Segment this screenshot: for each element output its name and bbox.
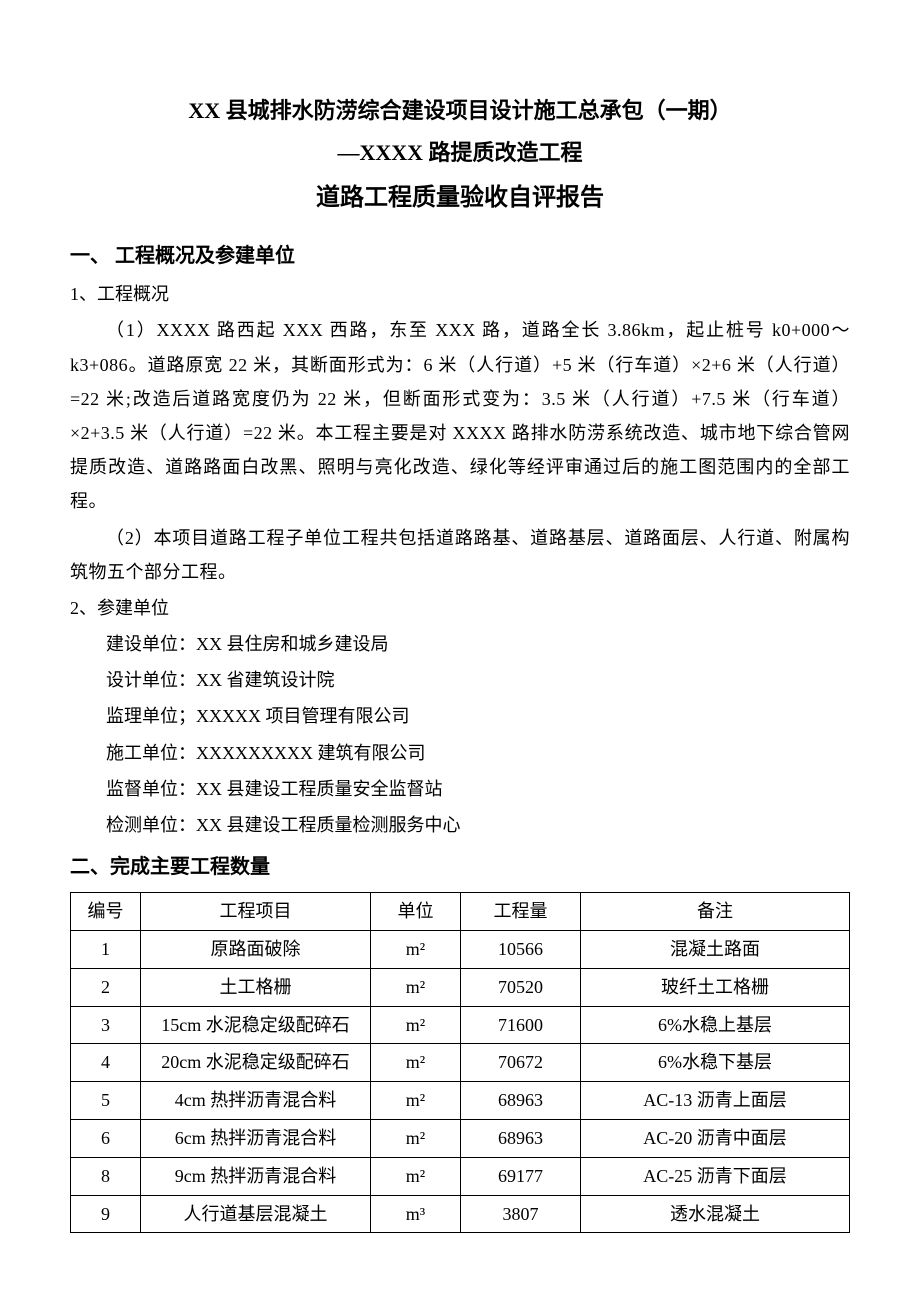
unit-construct: 施工单位：XXXXXXXXX 建筑有限公司 — [70, 736, 850, 770]
col-header-item: 工程项目 — [141, 893, 371, 931]
table-row: 1原路面破除m²10566混凝土路面 — [71, 930, 850, 968]
table-cell: 15cm 水泥稳定级配碎石 — [141, 1006, 371, 1044]
table-row: 9人行道基层混凝土m³3807透水混凝土 — [71, 1195, 850, 1233]
table-cell: AC-13 沥青上面层 — [581, 1082, 850, 1120]
table-row: 54cm 热拌沥青混合料m²68963AC-13 沥青上面层 — [71, 1082, 850, 1120]
table-row: 315cm 水泥稳定级配碎石m²716006%水稳上基层 — [71, 1006, 850, 1044]
table-row: 2土工格栅m²70520玻纤土工格栅 — [71, 968, 850, 1006]
table-cell: 6cm 热拌沥青混合料 — [141, 1119, 371, 1157]
unit-oversee: 监督单位：XX 县建设工程质量安全监督站 — [70, 772, 850, 806]
paragraph-1: （1）XXXX 路西起 XXX 西路，东至 XXX 路，道路全长 3.86km，… — [70, 313, 850, 518]
table-cell: 6%水稳下基层 — [581, 1044, 850, 1082]
section-1-heading: 一、 工程概况及参建单位 — [70, 237, 850, 275]
table-cell: 人行道基层混凝土 — [141, 1195, 371, 1233]
table-cell: AC-20 沥青中面层 — [581, 1119, 850, 1157]
table-cell: 6 — [71, 1119, 141, 1157]
table-cell: m² — [371, 930, 461, 968]
table-row: 89cm 热拌沥青混合料m²69177AC-25 沥青下面层 — [71, 1157, 850, 1195]
table-cell: 70672 — [461, 1044, 581, 1082]
table-cell: 3807 — [461, 1195, 581, 1233]
table-row: 66cm 热拌沥青混合料m²68963AC-20 沥青中面层 — [71, 1119, 850, 1157]
table-cell: 混凝土路面 — [581, 930, 850, 968]
overview-label: 1、工程概况 — [70, 277, 850, 311]
table-cell: 10566 — [461, 930, 581, 968]
table-cell: 原路面破除 — [141, 930, 371, 968]
table-cell: 4cm 热拌沥青混合料 — [141, 1082, 371, 1120]
quantities-table: 编号 工程项目 单位 工程量 备注 1原路面破除m²10566混凝土路面2土工格… — [70, 892, 850, 1233]
section-2-heading: 二、完成主要工程数量 — [70, 848, 850, 886]
col-header-qty: 工程量 — [461, 893, 581, 931]
table-cell: 6%水稳上基层 — [581, 1006, 850, 1044]
table-cell: 8 — [71, 1157, 141, 1195]
table-body: 1原路面破除m²10566混凝土路面2土工格栅m²70520玻纤土工格栅315c… — [71, 930, 850, 1232]
table-cell: 9cm 热拌沥青混合料 — [141, 1157, 371, 1195]
table-cell: m² — [371, 1157, 461, 1195]
table-cell: m² — [371, 1044, 461, 1082]
table-cell: m² — [371, 1082, 461, 1120]
table-cell: 69177 — [461, 1157, 581, 1195]
table-cell: 9 — [71, 1195, 141, 1233]
table-row: 420cm 水泥稳定级配碎石m²706726%水稳下基层 — [71, 1044, 850, 1082]
table-cell: 透水混凝土 — [581, 1195, 850, 1233]
col-header-id: 编号 — [71, 893, 141, 931]
paragraph-2: （2）本项目道路工程子单位工程共包括道路路基、道路基层、道路面层、人行道、附属构… — [70, 521, 850, 589]
table-cell: 71600 — [461, 1006, 581, 1044]
table-cell: 1 — [71, 930, 141, 968]
table-cell: 5 — [71, 1082, 141, 1120]
table-cell: 68963 — [461, 1082, 581, 1120]
document-title-block: XX 县城排水防涝综合建设项目设计施工总承包（一期） —XXXX 路提质改造工程… — [70, 90, 850, 221]
table-cell: m² — [371, 1006, 461, 1044]
table-header-row: 编号 工程项目 单位 工程量 备注 — [71, 893, 850, 931]
table-cell: 20cm 水泥稳定级配碎石 — [141, 1044, 371, 1082]
col-header-remark: 备注 — [581, 893, 850, 931]
table-cell: 4 — [71, 1044, 141, 1082]
table-cell: m² — [371, 1119, 461, 1157]
title-line-1: XX 县城排水防涝综合建设项目设计施工总承包（一期） — [70, 90, 850, 132]
unit-test: 检测单位：XX 县建设工程质量检测服务中心 — [70, 808, 850, 842]
table-cell: m³ — [371, 1195, 461, 1233]
table-cell: AC-25 沥青下面层 — [581, 1157, 850, 1195]
table-cell: 土工格栅 — [141, 968, 371, 1006]
col-header-unit: 单位 — [371, 893, 461, 931]
table-cell: 3 — [71, 1006, 141, 1044]
unit-design: 设计单位：XX 省建筑设计院 — [70, 663, 850, 697]
table-cell: 68963 — [461, 1119, 581, 1157]
units-label: 2、参建单位 — [70, 591, 850, 625]
table-cell: 70520 — [461, 968, 581, 1006]
table-cell: 玻纤土工格栅 — [581, 968, 850, 1006]
unit-supervise: 监理单位；XXXXX 项目管理有限公司 — [70, 699, 850, 733]
table-cell: 2 — [71, 968, 141, 1006]
unit-build: 建设单位：XX 县住房和城乡建设局 — [70, 627, 850, 661]
title-line-2: —XXXX 路提质改造工程 — [70, 132, 850, 174]
table-cell: m² — [371, 968, 461, 1006]
title-line-3: 道路工程质量验收自评报告 — [70, 176, 850, 222]
